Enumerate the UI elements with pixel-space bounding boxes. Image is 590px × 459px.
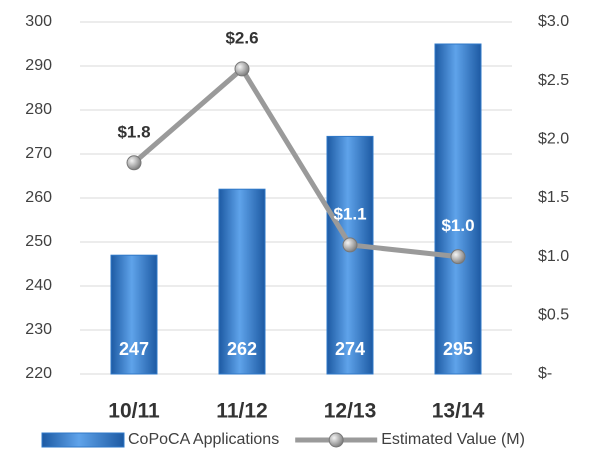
line-marker	[126, 155, 142, 171]
y-tick-label: 300	[25, 13, 52, 30]
x-tick-label: 11/12	[216, 400, 267, 423]
y-tick-label: 290	[25, 57, 52, 74]
line	[132, 65, 459, 260]
y-tick-label: 250	[25, 233, 52, 250]
bar	[326, 135, 374, 375]
y2-tick-label: $-	[538, 365, 552, 382]
legend-label: CoPoCA Applications	[128, 431, 279, 448]
y-tick-label: 260	[25, 189, 52, 206]
line-marker	[234, 61, 250, 77]
bar-value-label: 262	[227, 339, 257, 359]
line-marker	[342, 237, 358, 253]
y-tick-label: 220	[25, 365, 52, 382]
y-tick-label: 240	[25, 277, 52, 294]
bar	[110, 254, 158, 375]
y2-tick-label: $2.0	[538, 131, 569, 148]
x-tick-label: 10/11	[108, 400, 160, 423]
y2-tick-label: $3.0	[538, 13, 569, 30]
line-marker	[450, 249, 466, 265]
y2-tick-label: $1.5	[538, 189, 569, 206]
line-value-label: $1.8	[117, 122, 150, 141]
line-value-label: $1.1	[333, 204, 366, 223]
y-tick-label: 230	[25, 321, 52, 338]
y2-tick-label: $1.0	[538, 248, 569, 265]
y-tick-label: 270	[25, 145, 52, 162]
bar-value-label: 247	[119, 339, 149, 359]
y2-tick-label: $2.5	[538, 72, 569, 89]
x-tick-label: 13/14	[432, 400, 485, 423]
bar-value-label: 295	[443, 339, 473, 359]
legend-swatch	[41, 432, 125, 448]
bar-value-label: 274	[335, 339, 365, 359]
y2-tick-label: $0.5	[538, 307, 569, 324]
legend-marker	[328, 432, 344, 448]
legend-label: Estimated Value (M)	[381, 431, 525, 448]
y-tick-label: 280	[25, 101, 52, 118]
line-value-label: $2.6	[225, 28, 258, 47]
line-value-label: $1.0	[441, 216, 474, 235]
bar	[434, 43, 482, 375]
bar	[218, 188, 266, 375]
x-tick-label: 12/13	[324, 400, 377, 423]
